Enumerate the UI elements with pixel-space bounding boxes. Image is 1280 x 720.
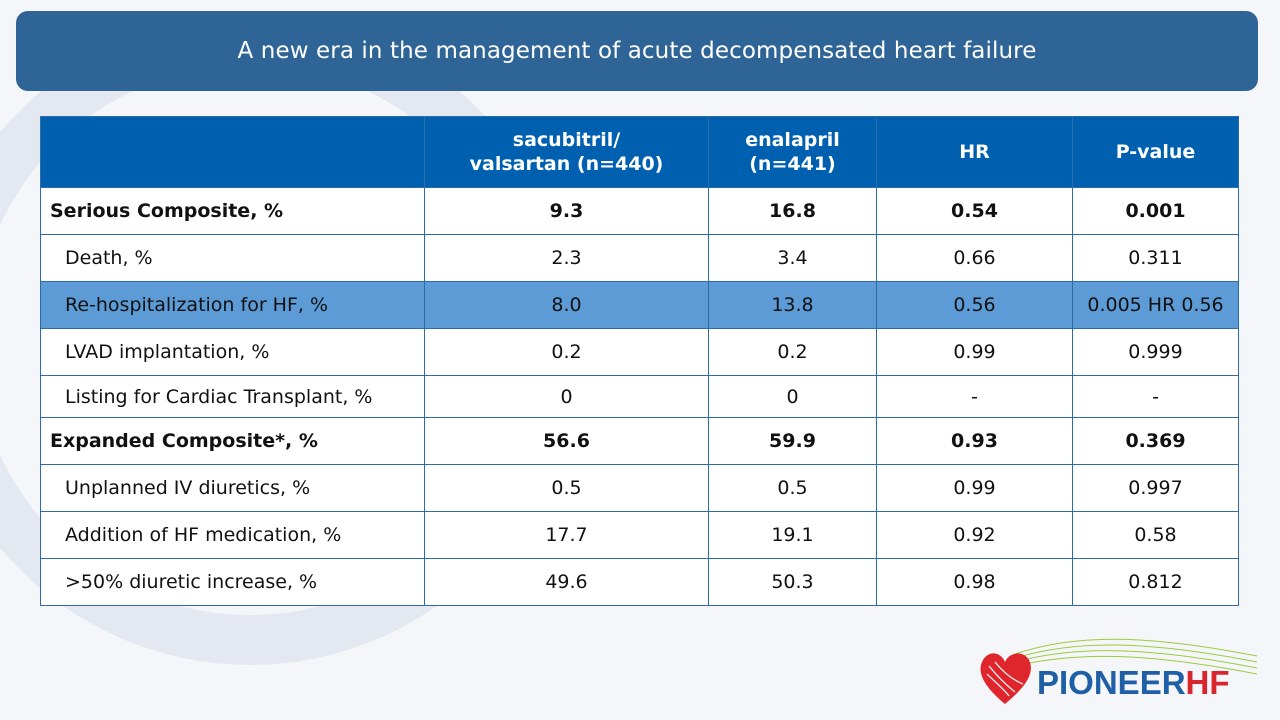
slide-title: A new era in the management of acute dec…	[237, 38, 1037, 64]
cell-enalapril: 59.9	[708, 417, 877, 465]
cell-sacubitril-valsartan: 56.6	[424, 417, 709, 465]
header-sacubitril-valsartan: sacubitril/ valsartan (n=440)	[424, 116, 709, 188]
table-row: LVAD implantation, % 0.2 0.2 0.99 0.999	[40, 328, 1239, 376]
cell-hr: 0.99	[876, 464, 1073, 512]
cell-p-value: 0.58	[1072, 511, 1239, 559]
row-label: Re-hospitalization for HF, %	[40, 281, 425, 329]
cell-sacubitril-valsartan: 17.7	[424, 511, 709, 559]
cell-sacubitril-valsartan: 49.6	[424, 558, 709, 606]
header-hr: HR	[876, 116, 1073, 188]
row-label: Listing for Cardiac Transplant, %	[40, 375, 425, 418]
table-row: Listing for Cardiac Transplant, % 0 0 - …	[40, 375, 1239, 418]
row-label: Addition of HF medication, %	[40, 511, 425, 559]
row-label: >50% diuretic increase, %	[40, 558, 425, 606]
header-sacubitril-line1: sacubitril/	[512, 129, 621, 151]
table-row: >50% diuretic increase, % 49.6 50.3 0.98…	[40, 558, 1239, 606]
cell-p-value: 0.999	[1072, 328, 1239, 376]
table-row-highlighted: Re-hospitalization for HF, % 8.0 13.8 0.…	[40, 281, 1239, 329]
cell-p-value: 0.005 HR 0.56	[1072, 281, 1239, 329]
row-label: LVAD implantation, %	[40, 328, 425, 376]
header-enalapril: enalapril (n=441)	[708, 116, 877, 188]
cell-enalapril: 3.4	[708, 234, 877, 282]
table-row: Expanded Composite*, % 56.6 59.9 0.93 0.…	[40, 417, 1239, 465]
header-p-value: P-value	[1072, 116, 1239, 188]
cell-hr: -	[876, 375, 1073, 418]
results-table: sacubitril/ valsartan (n=440) enalapril …	[40, 116, 1239, 606]
cell-sacubitril-valsartan: 0.2	[424, 328, 709, 376]
row-label: Expanded Composite*, %	[40, 417, 425, 465]
cell-sacubitril-valsartan: 2.3	[424, 234, 709, 282]
logo-text-main: PIONEER	[1037, 664, 1186, 701]
cell-hr: 0.56	[876, 281, 1073, 329]
cell-enalapril: 19.1	[708, 511, 877, 559]
cell-hr: 0.66	[876, 234, 1073, 282]
cell-p-value: 0.311	[1072, 234, 1239, 282]
cell-sacubitril-valsartan: 0	[424, 375, 709, 418]
header-enalapril-line1: enalapril	[745, 129, 840, 151]
table-header-row: sacubitril/ valsartan (n=440) enalapril …	[40, 116, 1239, 188]
row-label: Death, %	[40, 234, 425, 282]
header-enalapril-line2: (n=441)	[749, 153, 836, 175]
cell-p-value: 0.812	[1072, 558, 1239, 606]
table-row: Death, % 2.3 3.4 0.66 0.311	[40, 234, 1239, 282]
logo-waves	[1014, 638, 1258, 675]
heart-icon	[980, 653, 1031, 704]
cell-enalapril: 0.5	[708, 464, 877, 512]
svg-text:PIONEERHF: PIONEERHF	[1037, 664, 1230, 701]
table-row: Unplanned IV diuretics, % 0.5 0.5 0.99 0…	[40, 464, 1239, 512]
cell-p-value: 0.001	[1072, 187, 1239, 235]
cell-sacubitril-valsartan: 0.5	[424, 464, 709, 512]
header-label-cell	[40, 116, 425, 188]
row-label: Serious Composite, %	[40, 187, 425, 235]
logo-text-accent: HF	[1186, 664, 1230, 701]
cell-hr: 0.98	[876, 558, 1073, 606]
cell-enalapril: 0.2	[708, 328, 877, 376]
table-row: Addition of HF medication, % 17.7 19.1 0…	[40, 511, 1239, 559]
cell-p-value: -	[1072, 375, 1239, 418]
cell-hr: 0.93	[876, 417, 1073, 465]
cell-enalapril: 50.3	[708, 558, 877, 606]
cell-sacubitril-valsartan: 8.0	[424, 281, 709, 329]
cell-hr: 0.92	[876, 511, 1073, 559]
title-bar: A new era in the management of acute dec…	[16, 11, 1258, 91]
cell-enalapril: 13.8	[708, 281, 877, 329]
table-row: Serious Composite, % 9.3 16.8 0.54 0.001	[40, 187, 1239, 235]
cell-enalapril: 16.8	[708, 187, 877, 235]
pioneer-hf-logo: PIONEERHF	[980, 638, 1258, 704]
cell-p-value: 0.369	[1072, 417, 1239, 465]
row-label: Unplanned IV diuretics, %	[40, 464, 425, 512]
cell-sacubitril-valsartan: 9.3	[424, 187, 709, 235]
cell-hr: 0.99	[876, 328, 1073, 376]
cell-hr: 0.54	[876, 187, 1073, 235]
cell-p-value: 0.997	[1072, 464, 1239, 512]
header-sacubitril-line2: valsartan (n=440)	[469, 153, 664, 175]
cell-enalapril: 0	[708, 375, 877, 418]
